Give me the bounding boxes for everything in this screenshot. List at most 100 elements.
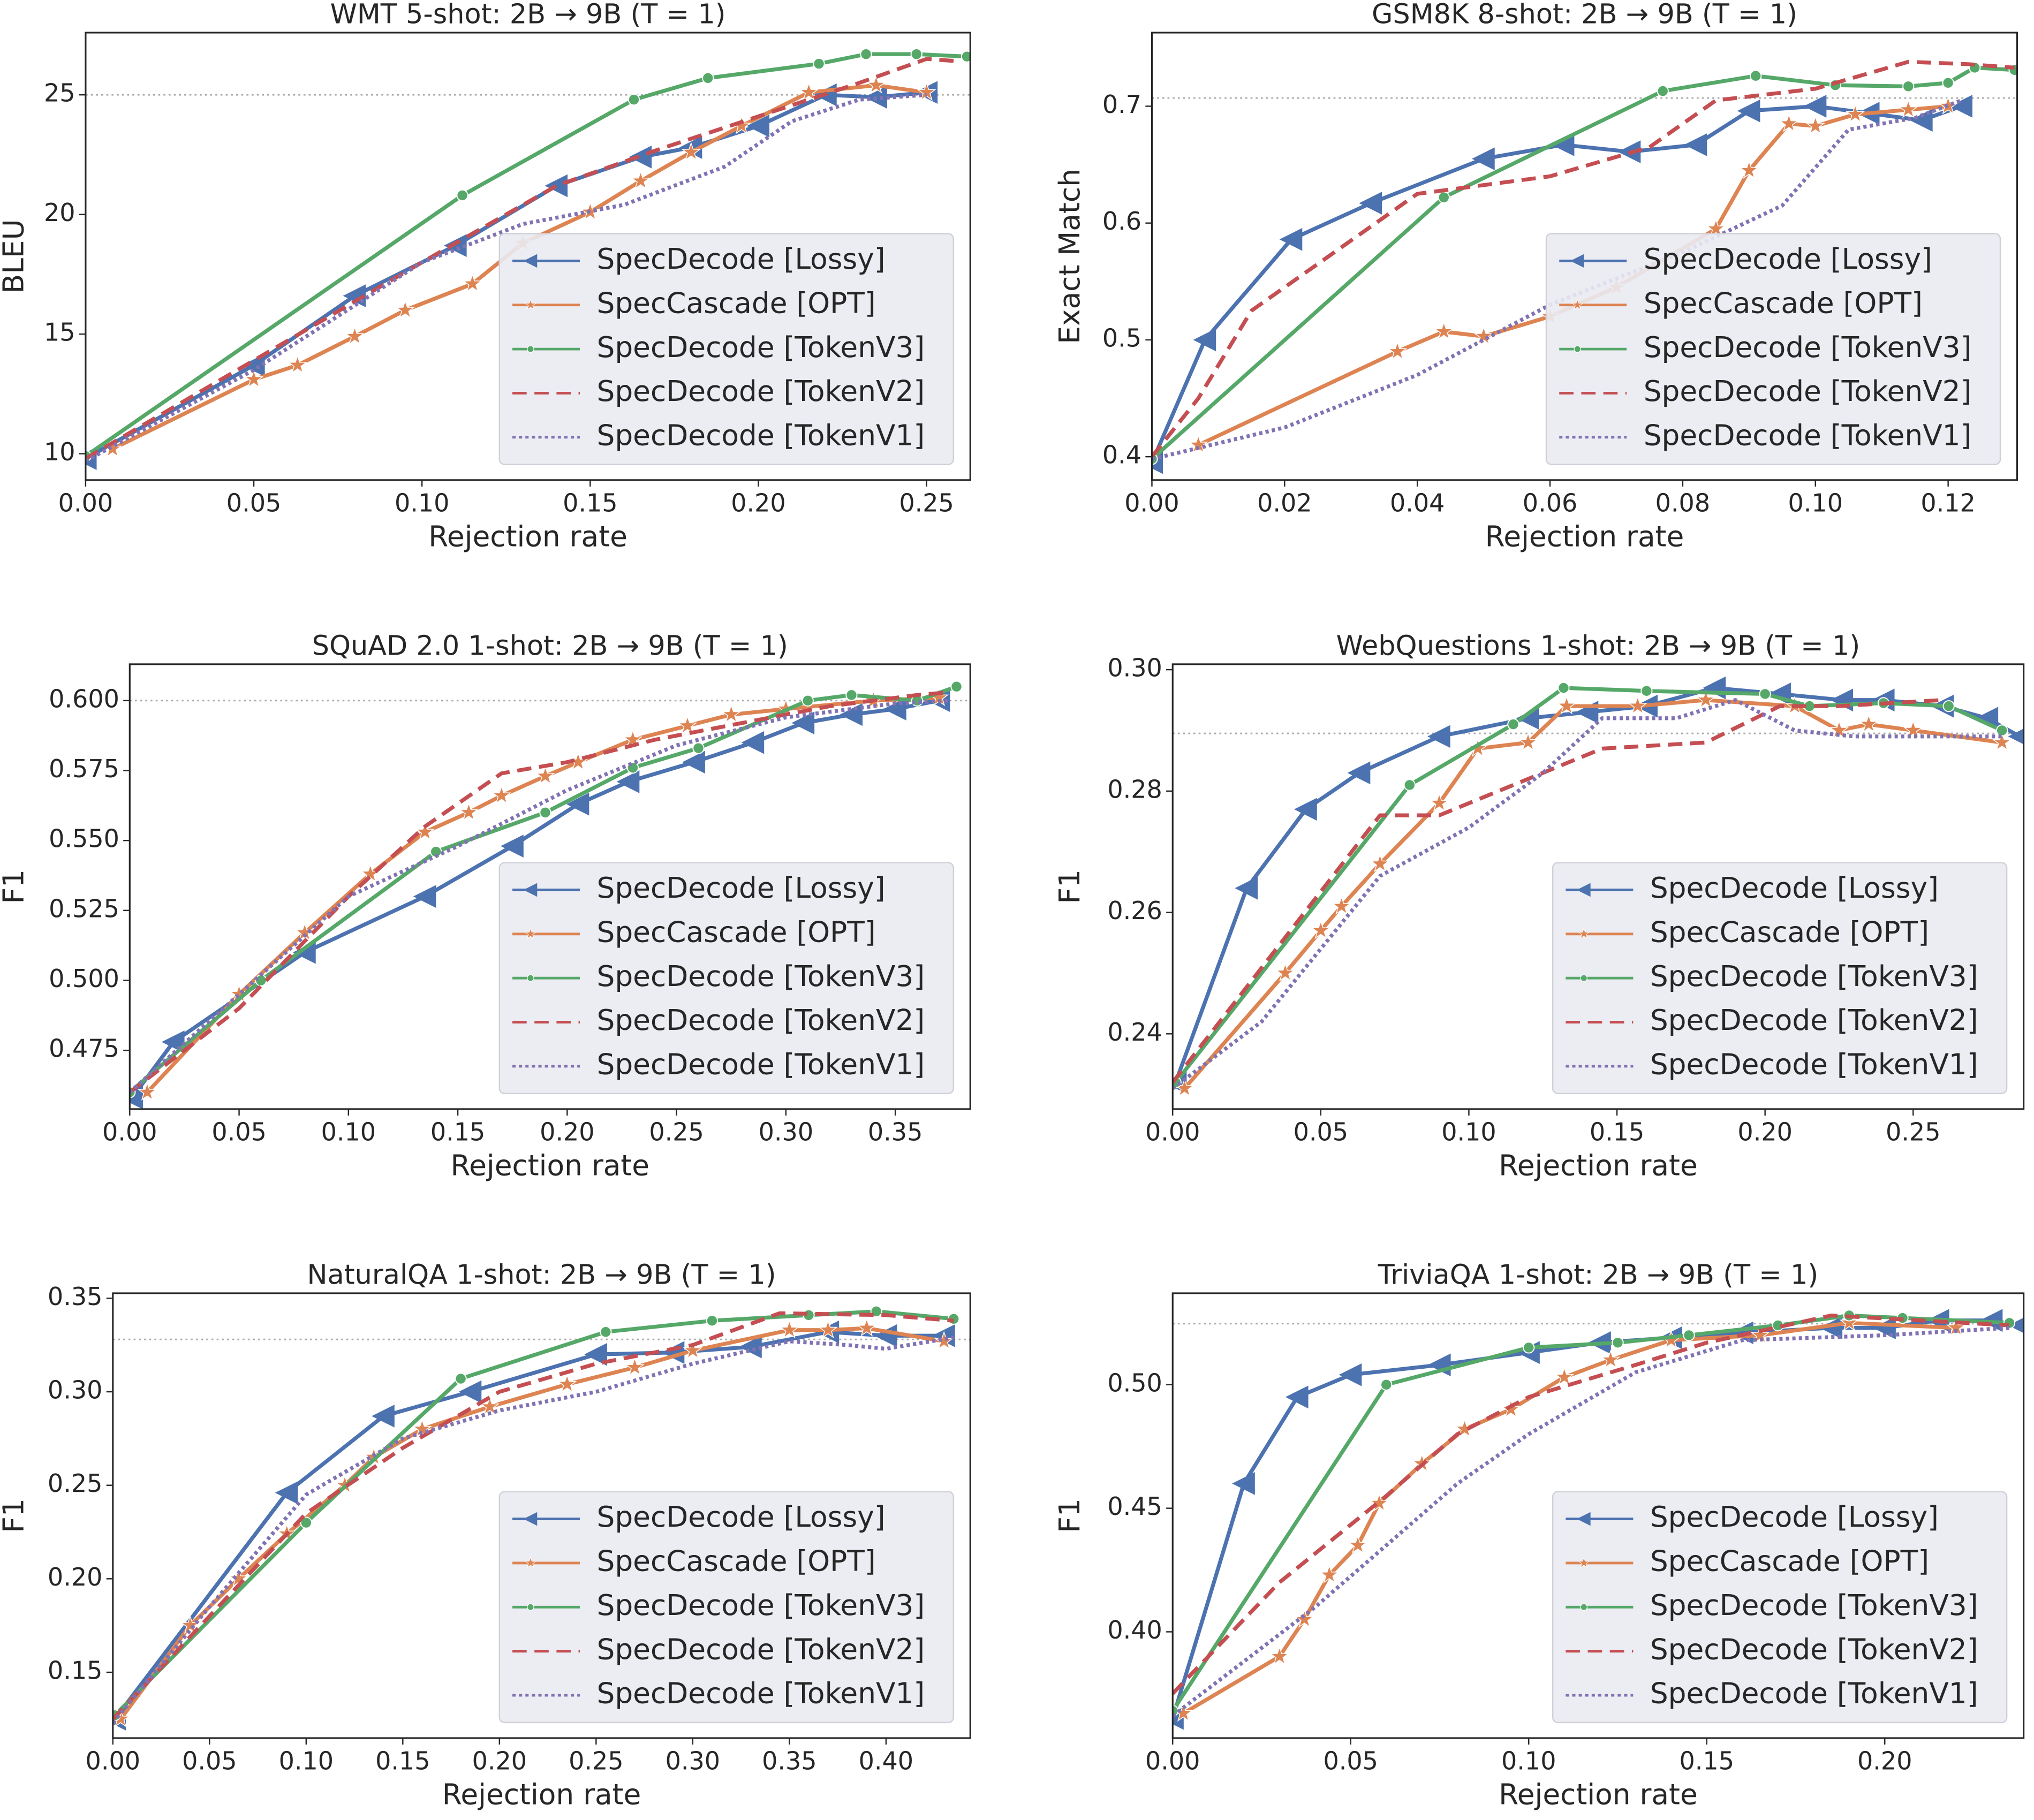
- plot-lines: [1173, 676, 2024, 1097]
- marker: [1472, 147, 1495, 171]
- y-axis-label: Exact Match: [1053, 169, 1086, 344]
- subplot: 0.00 0.05 0.10 0.15 0.20 0.25 0.30 0.35 0.475 0.5…: [0, 630, 971, 1182]
- legend-label: SpecCascade [OPT]: [1644, 286, 1923, 320]
- y-tick-label: 0.26: [1107, 896, 1162, 925]
- marker: [1628, 695, 1648, 715]
- marker: [1332, 896, 1351, 915]
- marker: [244, 369, 264, 388]
- marker: [566, 792, 589, 816]
- marker: [682, 750, 705, 774]
- marker: [1706, 218, 1726, 238]
- marker: [818, 1320, 838, 1339]
- legend-marker: [524, 928, 536, 939]
- marker: [625, 1357, 645, 1376]
- marker: [1942, 700, 1955, 712]
- marker: [1518, 732, 1538, 751]
- legend-label: SpecDecode [TokenV3]: [597, 1589, 925, 1622]
- marker: [629, 146, 652, 169]
- series-line: [1174, 686, 2003, 1084]
- marker: [1992, 732, 2012, 751]
- marker: [1684, 133, 1707, 156]
- legend: SpecDecode [Lossy] SpecCascade [OPT] SpecD…: [498, 862, 954, 1095]
- y-tick-label: 0.50: [1107, 1368, 1162, 1397]
- subplot: 0.00 0.05 0.10 0.15 0.20 0.40 0.45 0.50 TriviaQA…: [1053, 1258, 2025, 1811]
- marker: [1369, 1493, 1389, 1512]
- y-tick-label: 0.40: [1107, 1616, 1162, 1644]
- legend-label: SpecDecode [Lossy]: [1650, 871, 1939, 905]
- x-tick-label: 0.20: [731, 488, 785, 517]
- marker: [616, 770, 640, 793]
- x-tick-label: 0.20: [1737, 1117, 1792, 1146]
- marker: [1696, 689, 1716, 709]
- marker: [813, 57, 825, 70]
- series-line: [85, 93, 927, 463]
- y-tick-label: 0.30: [1107, 654, 1162, 682]
- marker: [1279, 228, 1303, 251]
- legend-marker: [1571, 299, 1584, 310]
- legend-marker: [523, 1512, 538, 1526]
- marker: [1759, 688, 1771, 700]
- legend-label: SpecDecode [Lossy]: [597, 1500, 886, 1534]
- marker: [1438, 191, 1450, 203]
- marker: [1899, 99, 1918, 118]
- x-tick-label: 0.10: [395, 488, 449, 517]
- legend-label: SpecDecode [TokenV3]: [597, 960, 925, 993]
- marker: [681, 142, 701, 161]
- x-tick-label: 0.05: [211, 1117, 266, 1146]
- chart-title: TriviaQA 1-shot: 2B → 9B (T = 1): [1378, 1258, 1818, 1290]
- y-tick-label: 25: [44, 79, 75, 108]
- x-tick-label: 0.05: [1294, 1117, 1348, 1146]
- marker: [1339, 1363, 1362, 1386]
- x-tick-label: 0.05: [226, 488, 281, 517]
- x-tick-label: 0.08: [1655, 488, 1710, 517]
- legend: SpecDecode [Lossy] SpecCascade [OPT] SpecD…: [498, 233, 954, 465]
- legend-box: [1545, 233, 2001, 465]
- series-line: [113, 1309, 954, 1717]
- marker: [1557, 681, 1570, 694]
- x-tick-label: 0.00: [86, 1747, 140, 1776]
- x-tick-label: 0.20: [1857, 1747, 1912, 1776]
- x-tick-label: 0.35: [868, 1117, 923, 1146]
- x-tick-label: 0.30: [759, 1117, 813, 1146]
- y-tick-label: 0.25: [48, 1469, 102, 1498]
- x-tick-label: 0.04: [1390, 488, 1445, 517]
- x-tick-label: 0.10: [1501, 1747, 1556, 1776]
- marker: [480, 1396, 500, 1415]
- marker: [415, 822, 435, 840]
- y-tick-label: 0.35: [48, 1282, 102, 1311]
- subplot: 0.00 0.05 0.10 0.15 0.20 0.25 0.24 0.26 0.28 0.30…: [1053, 630, 2025, 1182]
- x-tick-label: 0.10: [279, 1747, 334, 1776]
- legend-label: SpecDecode [Lossy]: [1644, 242, 1932, 276]
- marker: [910, 48, 923, 60]
- y-axis-label: F1: [1053, 1498, 1086, 1533]
- marker: [866, 75, 886, 94]
- y-tick-label: 0.600: [49, 684, 119, 713]
- x-tick-label: 0.05: [1324, 1747, 1378, 1776]
- chart-title: SQuAD 2.0 1-shot: 2B → 9B (T = 1): [312, 630, 788, 661]
- y-tick-label: 0.15: [48, 1656, 102, 1685]
- legend-label: SpecDecode [Lossy]: [1650, 1500, 1939, 1534]
- plot-lines: [1173, 1309, 2024, 1730]
- marker: [934, 1331, 954, 1350]
- series-line: [111, 83, 927, 451]
- y-tick-label: 0.500: [49, 964, 119, 993]
- marker: [1434, 321, 1454, 340]
- marker: [345, 326, 365, 345]
- marker: [459, 802, 479, 821]
- x-axis-label: Rejection rate: [1499, 1778, 1698, 1811]
- marker: [1473, 326, 1494, 345]
- marker: [706, 1315, 719, 1327]
- marker: [1640, 685, 1653, 697]
- marker: [746, 114, 770, 138]
- marker: [1380, 1378, 1393, 1391]
- legend-label: SpecDecode [TokenV1]: [1644, 419, 1972, 452]
- marker: [1600, 1349, 1621, 1369]
- marker: [1370, 853, 1390, 873]
- marker: [683, 1340, 703, 1359]
- marker: [1996, 724, 2008, 737]
- x-axis-label: Rejection rate: [428, 520, 627, 553]
- series-line: [130, 699, 950, 1094]
- legend-label: SpecDecode [TokenV3]: [1650, 960, 1978, 993]
- x-tick-label: 0.25: [1886, 1117, 1940, 1146]
